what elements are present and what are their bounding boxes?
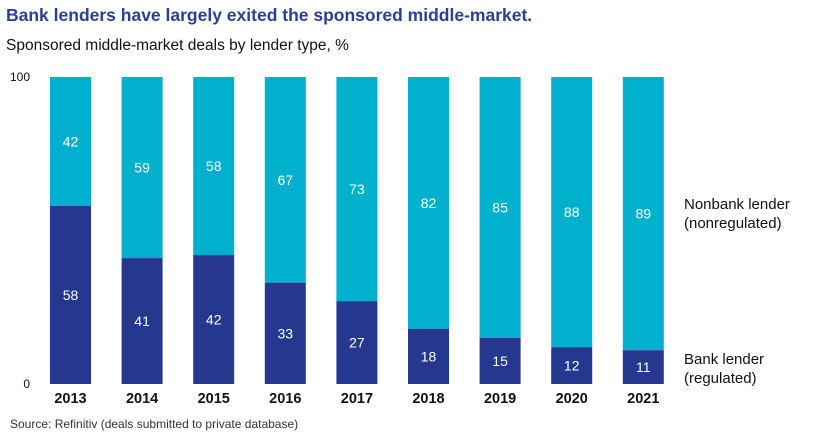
legend-nonbank: Nonbank lender (nonregulated) <box>684 195 790 233</box>
x-tick-2016: 2016 <box>269 391 301 407</box>
label-bank-2018: 18 <box>421 348 437 364</box>
label-nonbank-2021: 89 <box>636 206 652 222</box>
label-nonbank-2013: 42 <box>63 133 79 149</box>
x-tick-2019: 2019 <box>484 391 516 407</box>
label-nonbank-2019: 85 <box>492 199 508 215</box>
x-tick-2013: 2013 <box>54 391 86 407</box>
y-tick-100: 100 <box>9 70 30 84</box>
chart-title: Bank lenders have largely exited the spo… <box>6 5 533 25</box>
bar-bank-2013 <box>50 205 91 384</box>
label-bank-2016: 33 <box>278 325 294 341</box>
bar-nonbank-2021 <box>622 77 664 351</box>
bar-bank-2018 <box>408 328 449 384</box>
legend-bank-line2: (regulated) <box>684 370 757 387</box>
x-tick-2021: 2021 <box>627 391 659 407</box>
x-tick-2015: 2015 <box>198 391 230 407</box>
label-nonbank-2018: 82 <box>421 195 437 211</box>
bar-nonbank-2016 <box>264 77 306 283</box>
bar-bank-2014 <box>121 258 163 384</box>
label-nonbank-2016: 67 <box>278 172 294 188</box>
label-bank-2020: 12 <box>564 358 580 374</box>
bar-bank-2021 <box>622 350 664 384</box>
bar-bank-2019 <box>479 337 521 384</box>
bar-nonbank-2013 <box>50 77 91 206</box>
label-nonbank-2014: 59 <box>134 160 150 176</box>
legend-nonbank-line2: (nonregulated) <box>684 215 782 232</box>
x-tick-2017: 2017 <box>341 391 373 407</box>
label-bank-2013: 58 <box>63 287 79 303</box>
x-tick-2018: 2018 <box>412 391 444 407</box>
bar-bank-2020 <box>551 347 593 384</box>
label-bank-2014: 41 <box>134 313 150 329</box>
bar-nonbank-2015 <box>193 77 235 256</box>
bar-nonbank-2020 <box>551 77 593 348</box>
chart-subtitle: Sponsored middle-market deals by lender … <box>6 37 349 54</box>
x-tick-2020: 2020 <box>556 391 588 407</box>
x-tick-2014: 2014 <box>126 391 158 407</box>
bar-nonbank-2014 <box>121 77 163 259</box>
bar-nonbank-2017 <box>336 77 378 302</box>
source-note: Source: Refinitiv (deals submitted to pr… <box>10 417 299 431</box>
label-bank-2015: 42 <box>206 312 222 328</box>
y-tick-0: 0 <box>23 377 30 391</box>
legend-bank-line1: Bank lender <box>684 351 765 368</box>
bar-bank-2015 <box>193 255 235 384</box>
bar-nonbank-2019 <box>479 77 521 338</box>
bar-nonbank-2018 <box>408 77 449 329</box>
bar-bank-2017 <box>336 301 378 384</box>
label-nonbank-2015: 58 <box>206 158 222 174</box>
bar-bank-2016 <box>264 282 306 384</box>
label-nonbank-2020: 88 <box>564 204 580 220</box>
label-bank-2021: 11 <box>636 359 651 375</box>
label-bank-2019: 15 <box>492 353 508 369</box>
label-bank-2017: 27 <box>349 335 365 351</box>
legend-nonbank-line1: Nonbank lender <box>684 196 790 213</box>
legend-bank: Bank lender (regulated) <box>684 350 764 388</box>
label-nonbank-2017: 73 <box>349 181 365 197</box>
